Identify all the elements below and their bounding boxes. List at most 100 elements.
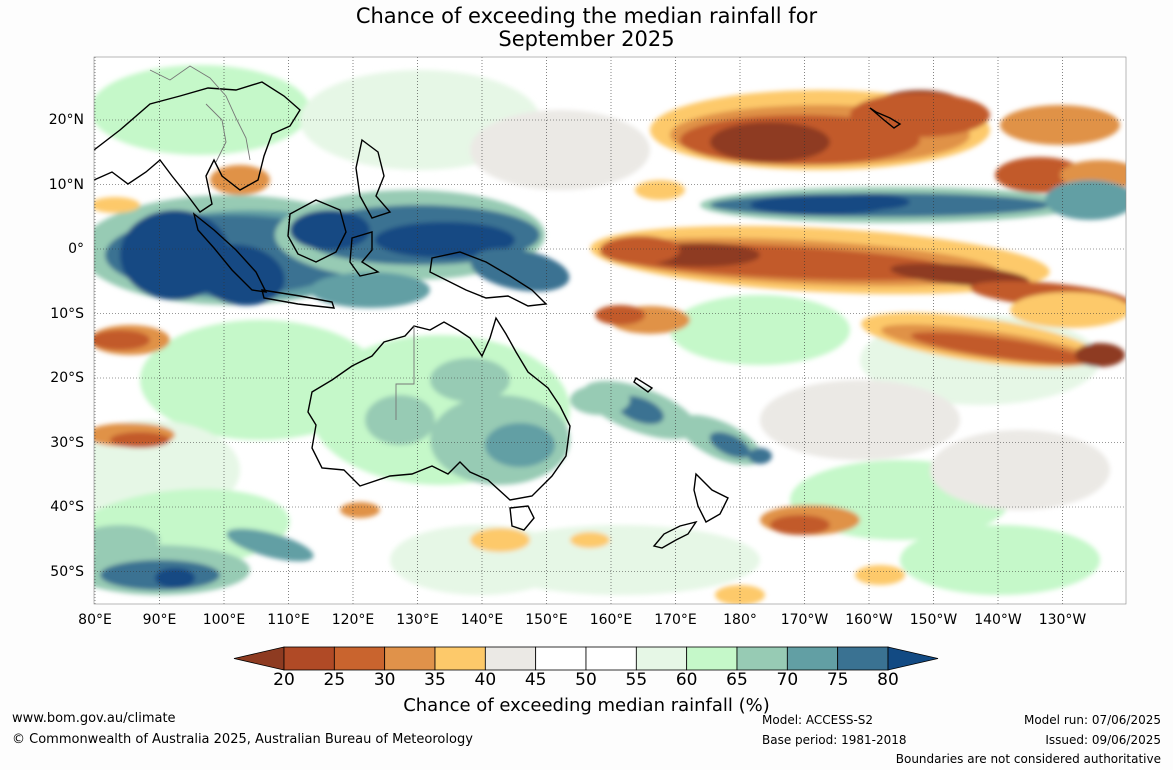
copyright-text: © Commonwealth of Australia 2025, Austra… (12, 732, 473, 747)
country-borders (149, 65, 415, 420)
website-link[interactable]: www.bom.gov.au/climate (12, 711, 176, 726)
colorbar-swatch (384, 646, 436, 671)
dry-probability-area (595, 305, 645, 325)
hawaii-coastline (869, 107, 902, 129)
model-run-date: Model run: 07/06/2025 (1023, 713, 1161, 727)
longitude-label: 170°W (780, 612, 829, 628)
wet-probability-area (570, 385, 630, 415)
colorbar-tick-label: 60 (675, 670, 698, 690)
colorbar-swatch (837, 646, 889, 671)
wet-probability-area (830, 194, 910, 210)
colorbar-tick-label: 80 (877, 670, 899, 690)
wet-probability-area (709, 432, 751, 458)
longitude-label: 170°E (654, 612, 697, 628)
colorbar-swatch (484, 646, 537, 671)
latitude-label: 50°S (50, 563, 84, 580)
chart-title-line2: September 2025 (498, 27, 675, 51)
wet-probability-area (670, 295, 850, 365)
dry-probability-area (1010, 292, 1126, 328)
dry-probability-area (770, 515, 830, 535)
longitude-label: 160°W (845, 612, 893, 628)
new-zealand-south-coastline (652, 520, 698, 549)
dry-probability-area (1000, 105, 1120, 145)
new-zealand-north-coastline (693, 472, 729, 523)
coastlines (94, 81, 902, 549)
wet-probability-area (94, 65, 310, 155)
chart-title-line1: Chance of exceeding the median rainfall … (355, 4, 818, 28)
wet-probability-area (310, 272, 430, 308)
longitude-label: 140°W (974, 612, 1022, 628)
colorbar-label: Chance of exceeding median rainfall (%) (403, 695, 770, 716)
colorbar-tick-label: 55 (625, 670, 648, 690)
dry-probability-area (110, 432, 170, 448)
colorbar-swatch (786, 646, 839, 671)
dry-probability-area (635, 180, 685, 200)
dry-probability-area (470, 528, 530, 552)
colorbar-tick-label: 30 (373, 670, 396, 690)
dry-probability-area (94, 330, 150, 350)
boundaries-disclaimer: Boundaries are not considered authoritat… (895, 752, 1161, 766)
dry-probability-area (850, 93, 990, 137)
wet-probability-area (430, 358, 510, 402)
colorbar-high-extension (887, 646, 939, 671)
colorbar-tick-label: 35 (424, 670, 446, 690)
longitude-label: 150°W (909, 612, 958, 628)
longitude-label: 140°E (460, 612, 504, 628)
base-period: Base period: 1981-2018 (762, 733, 907, 747)
latitude-label: 20°S (50, 370, 84, 386)
probability-shading (94, 65, 1126, 604)
colorbar-tick-label: 70 (776, 670, 799, 690)
longitude-label: 130°E (396, 612, 439, 628)
colorbar-swatch (585, 646, 637, 671)
wet-probability-area (748, 448, 772, 464)
colorbar-swatch (434, 646, 486, 671)
longitude-label: 100°E (202, 612, 246, 628)
neutral-probability-area (930, 430, 1110, 510)
wet-probability-area (94, 525, 160, 555)
new-guinea-coastline (429, 251, 548, 307)
dry-probability-area (94, 197, 140, 213)
longitude-label: 90°E (142, 612, 177, 628)
longitude-label: 160°E (589, 612, 633, 628)
new-caledonia-coastline (633, 376, 654, 393)
dry-probability-area (210, 165, 270, 195)
wet-probability-area (226, 528, 314, 562)
model-name: Model: ACCESS-S2 (762, 713, 874, 727)
dry-probability-area (910, 332, 1090, 364)
colorbar-swatch (736, 646, 788, 671)
issued-date: Issued: 09/06/2025 (1045, 733, 1161, 747)
longitude-label: 130°W (1038, 612, 1087, 628)
dry-probability-area (570, 532, 610, 548)
sumatra-coastline (192, 212, 268, 293)
neutral-probability-area (760, 380, 960, 460)
java-coastline (261, 289, 336, 309)
colorbar-tick-label: 45 (524, 670, 547, 690)
colorbar-tick-label: 20 (273, 670, 295, 690)
neutral-probability-area (470, 110, 650, 190)
longitude-label: 180° (723, 612, 757, 628)
philippines-coastline (355, 138, 392, 219)
dry-probability-area (890, 263, 1030, 287)
colorbar-tick-label: 65 (726, 670, 748, 690)
latitude-label: 10°N (48, 176, 84, 193)
longitude-label: 110°E (267, 612, 310, 628)
wet-probability-area (470, 248, 570, 292)
sulawesi-coastline (349, 231, 380, 277)
colorbar-swatch (535, 646, 587, 671)
map-frame (93, 56, 1127, 605)
colorbar-swatch (635, 646, 688, 671)
colorbar-swatch (283, 646, 335, 671)
latitude-label: 0° (68, 241, 84, 257)
dry-probability-area (600, 236, 680, 264)
map-gridlines (94, 57, 1126, 604)
wet-probability-area (290, 210, 370, 250)
dry-probability-area (1075, 343, 1125, 367)
wet-probability-area (1045, 180, 1126, 220)
longitude-label: 120°E (331, 612, 375, 628)
dry-probability-area (340, 502, 380, 518)
colorbar-tick-label: 25 (323, 670, 346, 690)
longitude-label: 150°E (525, 612, 568, 628)
latitude-label: 40°S (50, 499, 84, 515)
